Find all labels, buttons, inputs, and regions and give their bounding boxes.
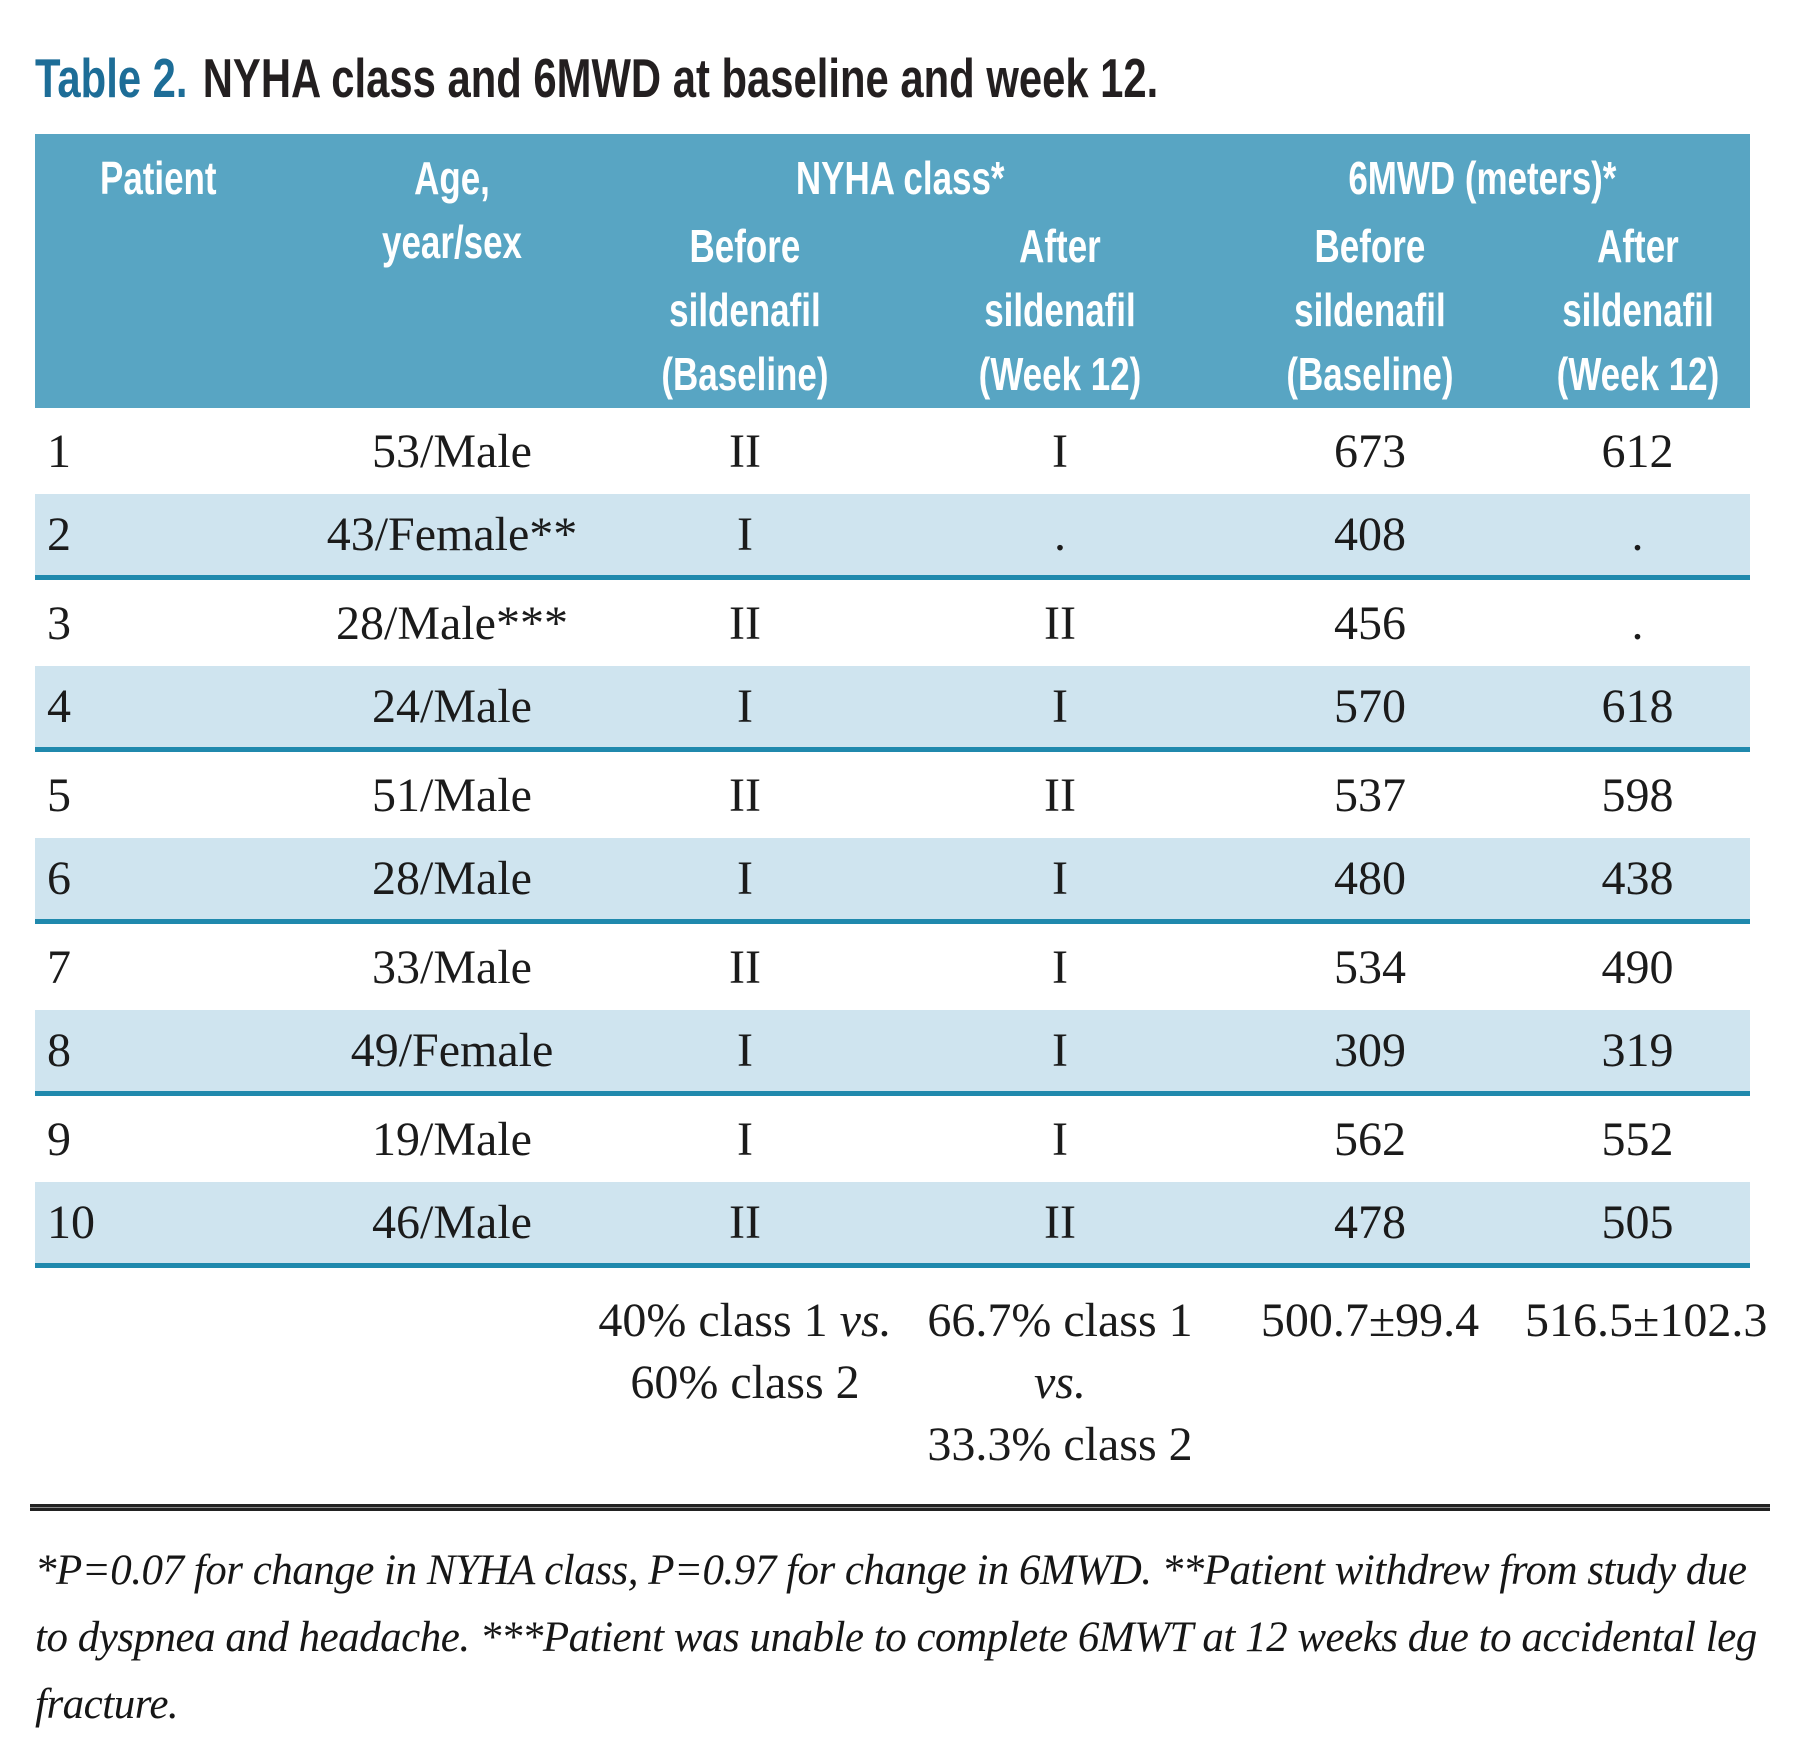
cell-6mwd-before: 570 [1215, 666, 1525, 752]
summary-nyha-before: 40% class 1 vs. 60% class 2 [598, 1294, 892, 1409]
col-group-6mwd: 6MWD (meters)* [1215, 134, 1751, 214]
cell-age-sex: 43/Female** [319, 494, 585, 580]
cell-age-sex: 51/Male [372, 768, 532, 822]
cell-patient: 1 [47, 424, 71, 478]
cell-6mwd-after: . [1631, 596, 1644, 650]
cell-nyha-after: I [905, 666, 1215, 752]
cell-nyha-before: II [585, 1182, 905, 1268]
table-title: Table 2. NYHA class and 6MWD at baseline … [35, 46, 1800, 110]
cell-nyha-before: II [729, 940, 761, 994]
cell-nyha-after: . [905, 494, 1215, 580]
cell-age-sex: 49/Female [319, 1010, 585, 1096]
cell-age-sex: 24/Male [319, 666, 585, 752]
cell-6mwd-before: 673 [1334, 424, 1406, 478]
cell-6mwd-before: 562 [1334, 1112, 1406, 1166]
cell-nyha-after: I [1052, 424, 1068, 478]
cell-6mwd-before: 456 [1334, 596, 1406, 650]
cell-6mwd-after: 438 [1525, 838, 1751, 924]
table-title-caption: NYHA class and 6MWD at baseline and week… [202, 47, 1159, 109]
cell-6mwd-after: 319 [1525, 1010, 1751, 1096]
table-footnote: *P=0.07 for change in NYHA class, P=0.97… [35, 1547, 1757, 1728]
cell-nyha-before: II [729, 768, 761, 822]
cell-6mwd-after: 612 [1601, 424, 1674, 478]
cell-nyha-before: I [737, 1112, 753, 1166]
cell-6mwd-after: 552 [1601, 1112, 1674, 1166]
table-row: 9 19/Male I I 562 552 [35, 1094, 1750, 1183]
col-header-nyha-before: Before sildenafil (Baseline) [585, 214, 905, 408]
col-header-6mwd-before: Before sildenafil (Baseline) [1215, 214, 1525, 408]
cell-6mwd-before: 534 [1334, 940, 1406, 994]
cell-nyha-after: II [1044, 596, 1076, 650]
cell-patient: 4 [35, 666, 319, 752]
footnote-divider-rule [30, 1504, 1770, 1511]
cell-6mwd-before: 537 [1334, 768, 1406, 822]
table-row: 1 53/Male II I 673 612 [35, 408, 1750, 494]
cell-patient: 3 [47, 596, 71, 650]
cell-age-sex: 28/Male*** [336, 596, 568, 650]
summary-nyha-after: 66.7% class 1 vs. 33.3% class 2 [927, 1294, 1193, 1471]
patient-data-table: Patient Age, year/sex NYHA class* 6MWD (… [35, 134, 1768, 1477]
col-header-patient: Patient [35, 134, 319, 408]
col-header-nyha-after: After sildenafil (Week 12) [905, 214, 1215, 408]
cell-patient: 10 [35, 1182, 319, 1268]
header-row-groups: Patient Age, year/sex NYHA class* 6MWD (… [35, 134, 1751, 408]
cell-patient: 8 [35, 1010, 319, 1096]
cell-nyha-before: II [729, 424, 761, 478]
cell-age-sex: 33/Male [372, 940, 532, 994]
table-title-label: Table 2. [35, 47, 188, 109]
summary-6mwd-before: 500.7±99.4 [1260, 1294, 1480, 1347]
cell-6mwd-after: 618 [1525, 666, 1751, 752]
header-row-subcolumns: Before sildenafil (Baseline) After silde… [35, 214, 1751, 408]
cell-6mwd-before: 480 [1215, 838, 1525, 924]
table-row: 3 28/Male*** II II 456 . [35, 578, 1750, 667]
cell-nyha-before: I [585, 1010, 905, 1096]
cell-6mwd-before: 478 [1215, 1182, 1525, 1268]
cell-nyha-after: I [1052, 1112, 1068, 1166]
cell-6mwd-after: 490 [1601, 940, 1674, 994]
cell-nyha-before: I [585, 494, 905, 580]
cell-6mwd-before: 408 [1215, 494, 1525, 580]
cell-nyha-after: II [1044, 768, 1076, 822]
cell-patient: 6 [35, 838, 319, 924]
table-row: 6 28/Male I I 480 438 [35, 838, 1751, 924]
cell-age-sex: 19/Male [372, 1112, 532, 1166]
summary-6mwd-after: 516.5±102.3 [1525, 1294, 1768, 1347]
cell-nyha-after: I [1052, 940, 1068, 994]
col-group-nyha-class: NYHA class* [585, 134, 1215, 214]
cell-nyha-before: I [585, 838, 905, 924]
table-row: 10 46/Male II II 478 505 [35, 1182, 1751, 1268]
cell-6mwd-after: . [1525, 494, 1751, 580]
table-row: 4 24/Male I I 570 618 [35, 666, 1751, 752]
table-row: 8 49/Female I I 309 319 [35, 1010, 1751, 1096]
cell-patient: 9 [47, 1112, 71, 1166]
cell-patient: 7 [47, 940, 71, 994]
cell-nyha-after: I [905, 1010, 1215, 1096]
cell-patient: 2 [35, 494, 319, 580]
cell-6mwd-after: 598 [1601, 768, 1674, 822]
cell-nyha-after: II [905, 1182, 1215, 1268]
col-header-age-sex: Age, year/sex [319, 134, 585, 408]
table-row: 5 51/Male II II 537 598 [35, 750, 1750, 839]
cell-nyha-after: I [905, 838, 1215, 924]
cell-age-sex: 53/Male [372, 424, 532, 478]
table-row: 2 43/Female** I . 408 . [35, 494, 1751, 580]
col-header-6mwd-after: After sildenafil (Week 12) [1525, 214, 1751, 408]
cell-patient: 5 [47, 768, 71, 822]
cell-nyha-before: I [585, 666, 905, 752]
cell-age-sex: 28/Male [319, 838, 585, 924]
cell-nyha-before: II [729, 596, 761, 650]
cell-6mwd-before: 309 [1215, 1010, 1525, 1096]
cell-age-sex: 46/Male [319, 1182, 585, 1268]
summary-row: 40% class 1 vs. 60% class 2 66.7% class … [35, 1266, 1768, 1477]
table-row: 7 33/Male II I 534 490 [35, 922, 1750, 1011]
cell-6mwd-after: 505 [1525, 1182, 1751, 1268]
